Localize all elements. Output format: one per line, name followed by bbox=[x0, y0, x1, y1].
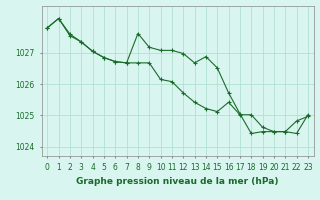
X-axis label: Graphe pression niveau de la mer (hPa): Graphe pression niveau de la mer (hPa) bbox=[76, 178, 279, 186]
